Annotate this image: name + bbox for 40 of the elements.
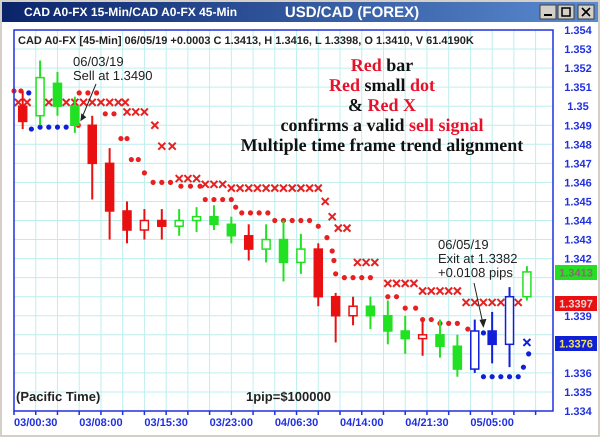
y-tick-label: 1.336 — [564, 368, 592, 380]
annotation: Red small dot — [328, 75, 436, 95]
annotation: 06/05/19 Exit at 1.3382 +0.0108 pips — [438, 237, 518, 280]
y-tick-label: 1.354 — [564, 25, 593, 37]
text: 1.3413 — [559, 268, 593, 280]
y-tick-label: 1.339 — [564, 310, 592, 323]
y-tick-label: 1.349 — [564, 120, 592, 132]
x-tick-label: 04/14:00 — [340, 417, 384, 429]
y-tick-label: 1.334 — [564, 406, 593, 418]
y-tick-label: 1.344 — [564, 216, 593, 228]
annotation: 1pip=$100000 — [246, 389, 331, 404]
y-tick-label: 1.351 — [564, 82, 592, 94]
annotation: Multiple time frame trend alignment — [240, 135, 524, 155]
y-tick-label: 1.353 — [564, 44, 592, 56]
annotation: 06/03/19 Sell at 1.3490 — [73, 54, 153, 83]
x-tick-label: 03/15:30 — [144, 417, 188, 429]
y-tick-label: 1.342 — [564, 254, 592, 266]
y-tick-label: 1.35 — [567, 101, 589, 114]
y-tick-label: 1.347 — [564, 158, 592, 170]
x-tick-label: 04/06:30 — [274, 417, 318, 429]
y-tick-label: 1.348 — [564, 139, 592, 152]
annotation: Red bar — [350, 55, 414, 75]
y-tick-label: 1.335 — [564, 386, 592, 399]
chart-title: USD/CAD (FOREX) — [284, 4, 420, 21]
x-tick-label: 03/08:00 — [79, 417, 123, 429]
y-tick-label: 1.343 — [564, 234, 592, 247]
x-tick-label: 05/05:00 — [470, 417, 514, 429]
y-tick-label: 1.352 — [564, 63, 592, 76]
text: 1.3376 — [559, 338, 593, 350]
y-tick-label: 1.346 — [564, 177, 592, 190]
x-tick-label: 03/23:00 — [210, 417, 254, 429]
annotation: (Pacific Time) — [16, 389, 100, 404]
x-tick-label: 04/21:30 — [405, 417, 449, 429]
x-tick-label: 03/00:30 — [14, 417, 58, 429]
annotation: & Red X — [348, 95, 416, 115]
annotation: confirms a valid sell signal — [280, 115, 484, 135]
y-tick-label: 1.345 — [564, 196, 592, 208]
annotation: CAD A0-FX [45-Min] 06/05/19 +0.0003 C 1.3413, H 1.3416, L 1.3398, O 1.3410, V 61.4190K — [18, 35, 474, 47]
text: 1.3397 — [559, 298, 593, 310]
chart-subtitle: CAD A0-FX 15-Min/CAD A0-FX 45-Min — [24, 5, 238, 19]
